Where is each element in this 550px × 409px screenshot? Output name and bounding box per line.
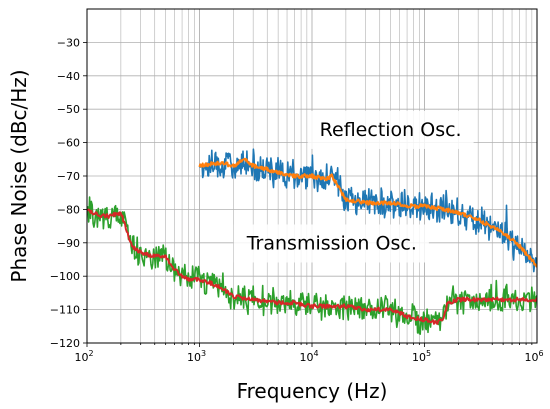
- plot-area: Reflection Osc. Transmission Osc.: [87, 110, 537, 335]
- y-tick-label: −50: [57, 103, 80, 116]
- x-tick-label: 103: [187, 349, 206, 364]
- series-label-background: [233, 224, 429, 263]
- y-tick-label: −120: [50, 337, 80, 350]
- annotation-layer: Reflection Osc. Transmission Osc.: [233, 110, 474, 263]
- y-axis-label: Phase Noise (dBc/Hz): [7, 69, 31, 282]
- y-tick-label: −40: [57, 70, 80, 83]
- x-tick-exponent: 6: [538, 349, 543, 358]
- x-tick-label: 102: [74, 349, 93, 364]
- series-1-smoothed-trace: [198, 157, 537, 268]
- x-tick-exponent: 2: [88, 349, 93, 358]
- y-tick-label: −110: [50, 304, 80, 317]
- x-axis-label: Frequency (Hz): [237, 379, 388, 403]
- series-label-text: Transmission Osc.: [246, 232, 417, 254]
- series-2-smoothed-trace: [87, 208, 537, 325]
- series-label-2: Transmission Osc.: [233, 224, 429, 263]
- x-tick-label: 104: [299, 349, 318, 364]
- y-tick-label: −60: [57, 137, 80, 150]
- grid: [86, 9, 537, 344]
- y-tick-label: −80: [57, 203, 80, 216]
- series-layer: [87, 148, 537, 335]
- series-label-background: [307, 110, 474, 149]
- x-tick-label: 105: [412, 349, 431, 364]
- x-tick-label: 106: [524, 349, 543, 364]
- series-label-1: Reflection Osc.: [307, 110, 474, 149]
- y-tick-label: −100: [50, 270, 80, 283]
- x-tick-exponent: 5: [426, 349, 431, 358]
- y-tick-label: −90: [57, 237, 80, 250]
- x-tick-exponent: 4: [313, 349, 318, 358]
- x-tick-exponent: 3: [201, 349, 206, 358]
- y-tick-label: −70: [57, 170, 80, 183]
- y-tick-label: −30: [57, 36, 80, 49]
- series-label-text: Reflection Osc.: [320, 119, 462, 141]
